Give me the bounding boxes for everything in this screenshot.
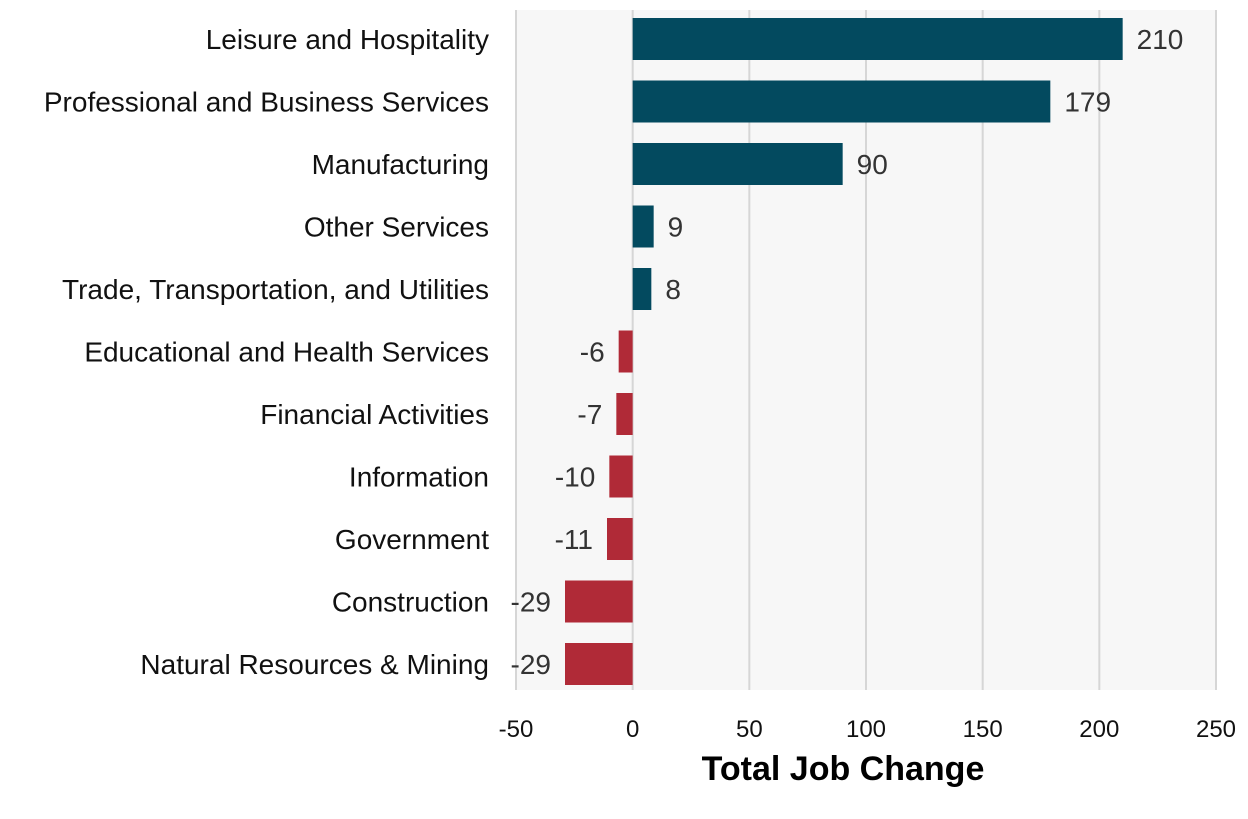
x-tick-label: 200 [1079,716,1119,743]
bar [632,205,654,248]
bar [632,80,1051,123]
category-label: Natural Resources & Mining [140,649,489,680]
data-label: 90 [857,149,888,180]
bar [609,455,633,498]
bar [618,330,633,373]
data-labels: 210 179 90 9 8 -6 -7 -10 -11 -29 -29 [511,24,1184,680]
x-tick-label: 0 [626,716,639,743]
data-label: 8 [665,274,681,305]
x-axis-ticks: -50 0 50 100 150 200 250 [499,716,1236,743]
data-label: -10 [555,462,595,493]
category-label: Leisure and Hospitality [206,24,489,55]
x-axis-title: Total Job Change [702,750,985,788]
bar [565,643,633,685]
data-label: -6 [580,337,605,368]
data-label: -29 [511,649,551,680]
x-tick-label: 50 [736,716,763,743]
category-label: Government [335,524,489,555]
data-label: 210 [1137,24,1184,55]
x-tick-label: 150 [963,716,1003,743]
category-label: Other Services [304,212,489,243]
x-tick-label: -50 [499,716,534,743]
bar [607,518,633,560]
bars [565,18,1123,685]
category-label: Information [349,462,489,493]
data-label: -11 [555,524,593,555]
data-label: 179 [1064,87,1111,118]
bar [632,268,652,310]
category-label: Professional and Business Services [44,87,489,118]
x-tick-label: 100 [846,716,886,743]
category-label: Construction [332,587,489,618]
bar [616,393,633,435]
data-label: -29 [511,587,551,618]
bar [632,18,1123,60]
data-label: 9 [668,212,684,243]
category-label: Manufacturing [312,149,489,180]
category-labels: Leisure and Hospitality Professional and … [44,24,489,680]
category-label: Educational and Health Services [84,337,489,368]
data-label: -7 [577,399,602,430]
category-label: Trade, Transportation, and Utilities [62,274,489,305]
bar [565,580,633,623]
x-tick-label: 250 [1196,716,1236,743]
category-label: Financial Activities [260,399,489,430]
bar [632,143,843,185]
